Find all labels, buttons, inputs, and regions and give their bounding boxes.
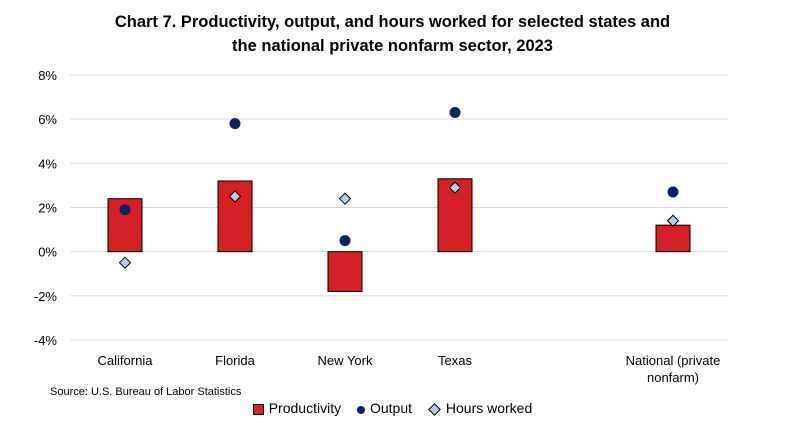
y-tick-label: 8%	[38, 68, 57, 83]
chart-title-line-2: the national private nonfarm sector, 202…	[232, 37, 553, 55]
legend: Productivity Output Hours worked	[0, 398, 785, 417]
x-category-label: California	[98, 353, 154, 368]
point-output	[667, 186, 679, 198]
legend-marker-output	[356, 405, 365, 414]
chart-title: Chart 7. Productivity, output, and hours…	[0, 10, 785, 58]
point-hours-worked	[338, 192, 352, 205]
y-tick-label: -2%	[34, 289, 58, 304]
y-tick-label: 6%	[38, 112, 57, 127]
x-category-label: New York	[318, 353, 373, 368]
point-hours-worked	[228, 190, 242, 203]
chart-title-line-1: Chart 7. Productivity, output, and hours…	[114, 13, 671, 31]
legend-marker-productivity	[252, 404, 264, 416]
x-category-label: nonfarm)	[647, 370, 699, 385]
y-tick-label: -4%	[34, 333, 58, 348]
point-output	[119, 204, 131, 216]
y-tick-label: 2%	[38, 201, 57, 216]
legend-marker-hours-worked	[428, 403, 441, 416]
x-category-label: National (private	[626, 353, 721, 368]
bar-productivity	[655, 224, 691, 253]
point-hours-worked	[118, 256, 132, 269]
point-output	[339, 235, 351, 247]
bar-productivity	[327, 251, 363, 292]
legend-label-hours-worked: Hours worked	[445, 400, 533, 417]
y-tick-label: 0%	[38, 245, 57, 260]
point-output	[449, 107, 461, 119]
legend-label-productivity: Productivity	[268, 400, 342, 417]
point-hours-worked	[448, 181, 462, 194]
point-output	[229, 118, 241, 130]
y-tick-label: 4%	[38, 156, 57, 171]
legend-label-output: Output	[369, 400, 412, 417]
x-category-label: Texas	[438, 353, 472, 368]
legend-item-hours-worked: Hours worked	[428, 399, 532, 417]
x-category-label: Florida	[215, 353, 256, 368]
legend-item-productivity: Productivity	[252, 399, 342, 417]
point-hours-worked	[666, 214, 680, 227]
legend-item-output: Output	[356, 399, 412, 417]
source-note: Source: U.S. Bureau of Labor Statistics	[50, 386, 242, 398]
